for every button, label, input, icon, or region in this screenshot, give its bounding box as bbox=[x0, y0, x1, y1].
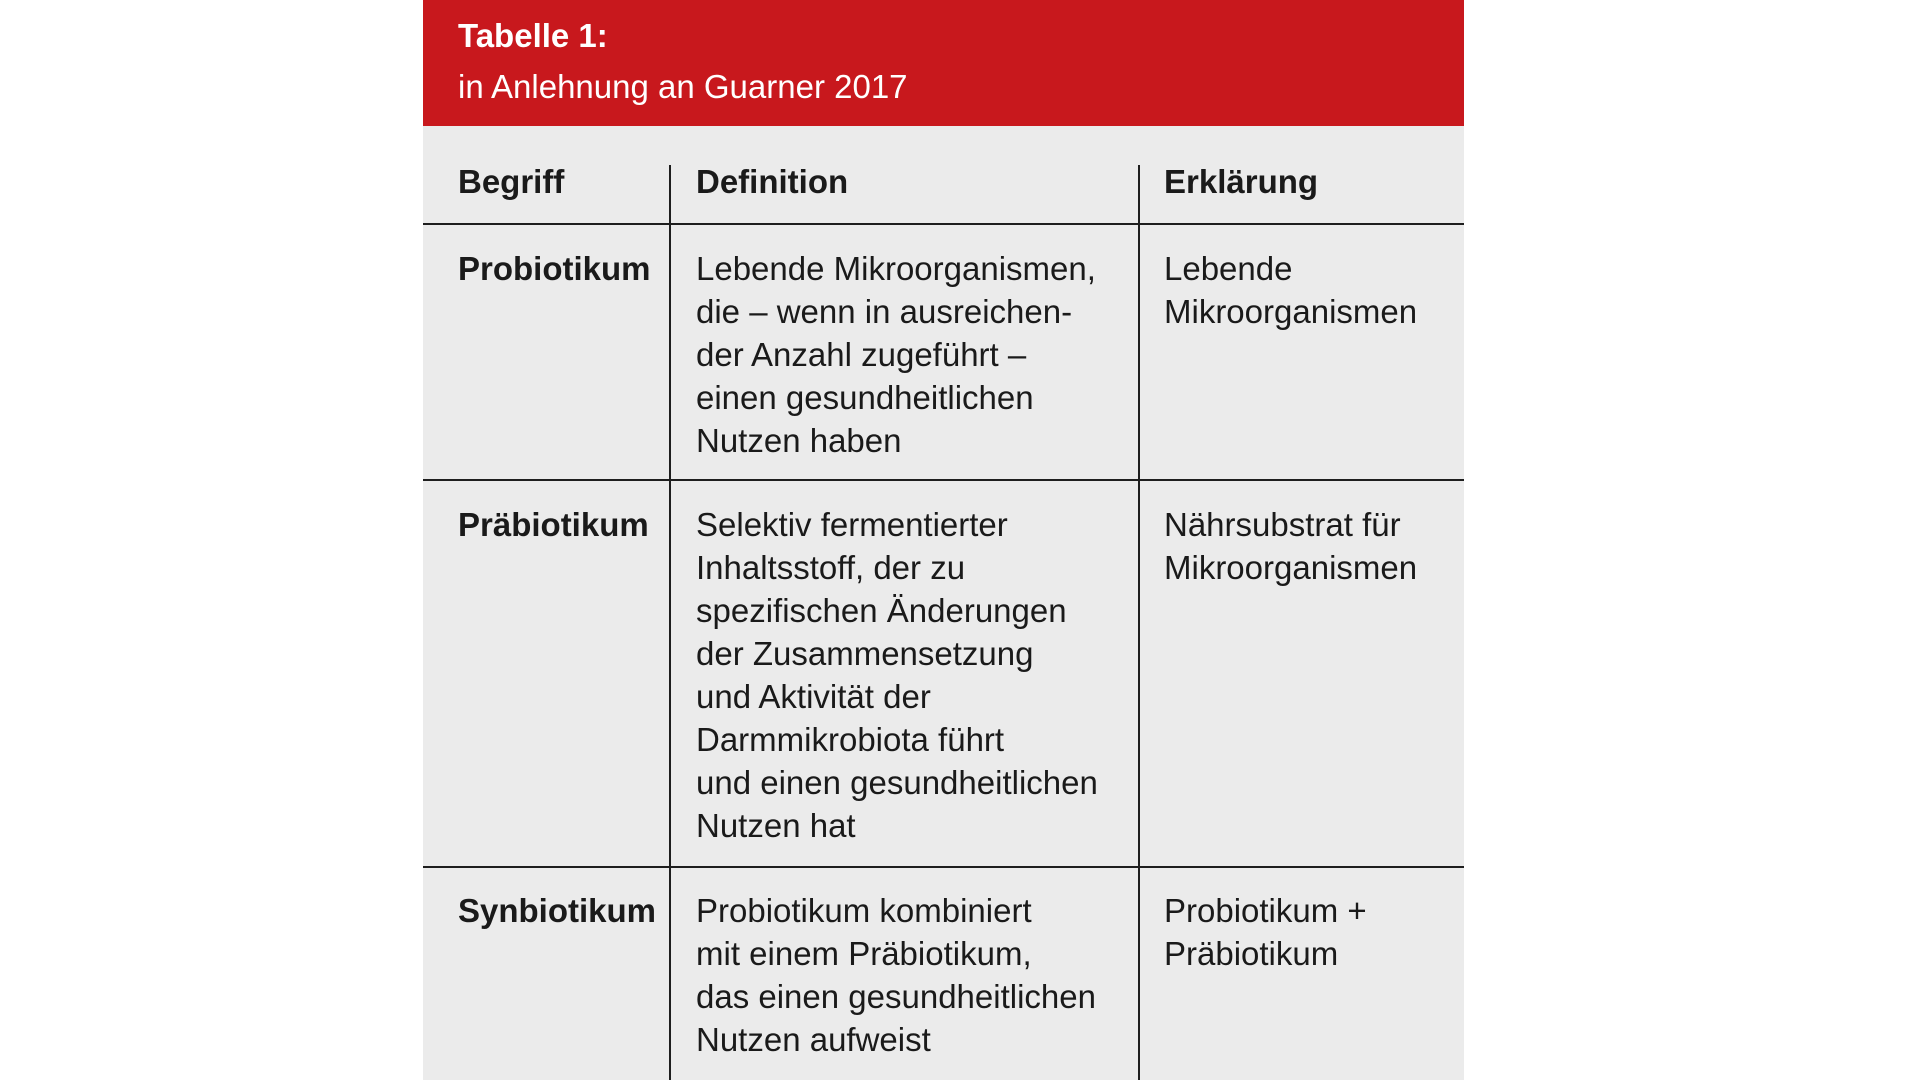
column-header-begriff: Begriff bbox=[458, 163, 565, 200]
table-title: Tabelle 1: bbox=[458, 17, 608, 54]
row-term-probiotikum: Probiotikum bbox=[458, 250, 651, 287]
row-definition: Probiotikum kombiniert mit einem Präbiot… bbox=[696, 892, 1096, 1058]
row-divider bbox=[423, 479, 1464, 481]
row-definition: Lebende Mikroorganismen, die – wenn in a… bbox=[696, 250, 1096, 459]
row-term-synbiotikum: Synbiotikum bbox=[458, 892, 657, 929]
row-term-praebiotikum: Präbiotikum bbox=[458, 506, 649, 543]
row-divider bbox=[423, 223, 1464, 225]
row-explanation: Lebende Mikroorganismen bbox=[1164, 250, 1418, 330]
row-definition: Selektiv fermentierter Inhaltsstoff, der… bbox=[696, 506, 1098, 844]
column-header-definition: Definition bbox=[696, 163, 849, 200]
column-header-erklaerung: Erklärung bbox=[1164, 163, 1319, 200]
row-explanation: Probiotikum + Präbiotikum bbox=[1164, 892, 1367, 972]
definitions-table: Tabelle 1: in Anlehnung an Guarner 2017 … bbox=[423, 0, 1464, 1080]
table-subtitle: in Anlehnung an Guarner 2017 bbox=[458, 68, 908, 105]
column-divider bbox=[1138, 165, 1140, 1080]
row-divider bbox=[423, 866, 1464, 868]
row-explanation: Nährsubstrat für Mikroorganismen bbox=[1164, 506, 1418, 586]
table-header-bar: Tabelle 1: in Anlehnung an Guarner 2017 bbox=[423, 0, 1464, 126]
column-divider bbox=[669, 165, 671, 1080]
